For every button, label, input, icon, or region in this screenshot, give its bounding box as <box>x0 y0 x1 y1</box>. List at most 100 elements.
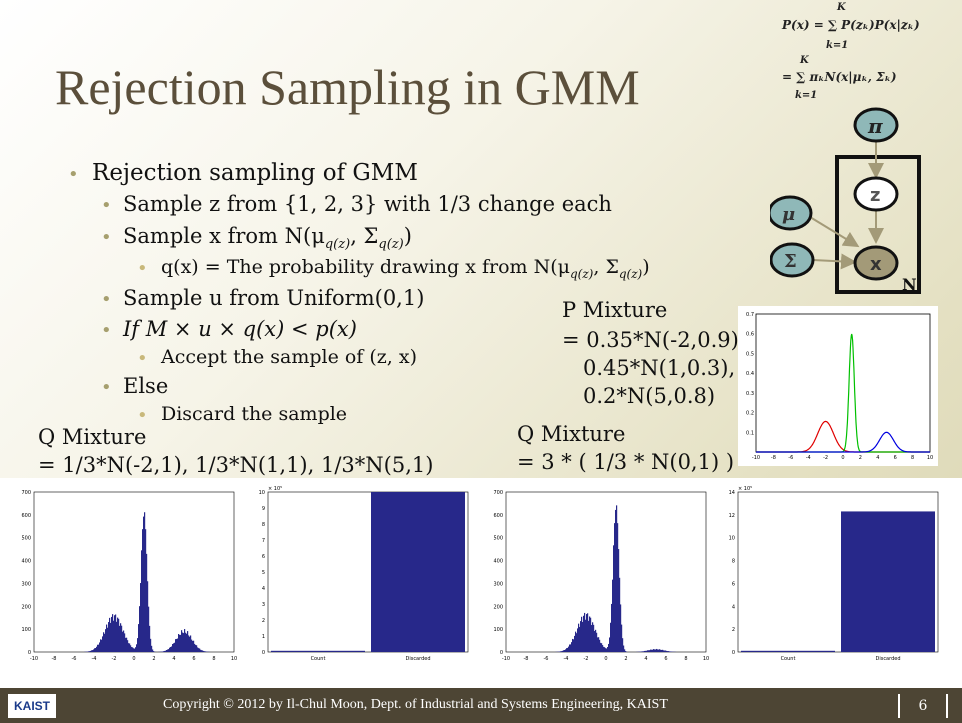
histogram-bar <box>173 643 175 652</box>
plot-frame <box>505 491 707 653</box>
y-tick-label: 0 <box>262 650 265 656</box>
formula-top: P(x) = ∑ P(zₖ)P(x|zₖ) <box>782 18 920 32</box>
histogram-bar <box>651 649 653 652</box>
histogram-bar <box>100 639 102 652</box>
histogram-bar <box>178 634 180 652</box>
bullet-dot: • <box>137 405 148 426</box>
histogram-bar <box>582 621 584 652</box>
y-tick-label: 300 <box>21 581 31 587</box>
histogram-bar <box>174 642 176 652</box>
histogram-bar <box>97 644 99 652</box>
histogram-bar <box>139 606 141 652</box>
histogram-bar <box>138 624 140 652</box>
histogram-bar <box>608 643 610 652</box>
histogram-bar <box>149 625 151 652</box>
histogram-bar <box>601 643 603 652</box>
p-mixture-line-2: 0.45*N(1,0.3), <box>583 356 736 380</box>
histogram-bar <box>123 630 125 652</box>
histogram-bar <box>104 633 106 652</box>
histogram-bar <box>186 633 188 652</box>
y-tick-label: 300 <box>493 581 503 587</box>
histogram-bar <box>133 648 135 652</box>
histogram-bar <box>620 604 622 652</box>
histogram-bar <box>625 651 627 652</box>
histogram-bar <box>621 624 623 652</box>
histogram-bar <box>145 529 147 652</box>
histogram-bar <box>623 645 625 652</box>
bullet-qx-mid: , Σ <box>593 256 619 278</box>
histogram-bar <box>127 640 129 652</box>
histogram-bar <box>667 651 669 652</box>
histogram-bar <box>146 553 148 652</box>
histogram-bar <box>112 614 114 652</box>
y-tick-label: 8 <box>732 559 735 565</box>
histogram-bar <box>576 633 578 652</box>
histogram-bar <box>187 631 189 652</box>
bullet-else: Else <box>123 374 169 398</box>
x-tick-label: 8 <box>212 656 215 662</box>
histogram-bar <box>98 644 100 652</box>
histogram-bar <box>647 650 649 652</box>
histogram-bar <box>595 629 597 652</box>
category-label: Count <box>781 656 796 662</box>
histogram-bar <box>607 647 609 652</box>
y-tick-label: 100 <box>21 627 31 633</box>
histogram-bar <box>165 650 167 652</box>
footer-copyright: Copyright © 2012 by Il-Chul Moon, Dept. … <box>163 697 668 712</box>
histogram-bar <box>171 646 173 652</box>
graphical-model: N π z x μ Σ <box>770 107 921 294</box>
y-tick-label: 5 <box>262 570 265 576</box>
histogram-bar <box>110 622 112 652</box>
histogram-bar <box>126 637 128 652</box>
histogram-bar <box>665 650 667 652</box>
x-tick-label: -2 <box>584 656 589 662</box>
histogram-bar <box>92 650 94 652</box>
category-label: Count <box>311 656 326 662</box>
histogram-bar <box>588 620 590 652</box>
formula-top-text: P(x) = ∑ P(zₖ)P(x|zₖ) <box>782 18 920 32</box>
bar-chart-left: × 10⁵ 0 1 2 3 4 5 6 7 8 9 10 Count Discarded <box>259 486 469 662</box>
histogram-bar <box>179 634 181 652</box>
bar-count <box>271 650 365 652</box>
histogram-bar <box>96 646 98 652</box>
node-pi-label: π <box>867 114 883 138</box>
y-tick-label: 12 <box>729 513 735 519</box>
histogram-bar <box>583 615 585 652</box>
y-tick-label: 0.4 <box>746 371 754 377</box>
histogram-bar <box>111 616 113 652</box>
histogram-bar <box>619 577 621 652</box>
bullet-discard: Discard the sample <box>161 403 348 425</box>
histogram-bar <box>568 646 570 652</box>
y-tick-label: 600 <box>493 513 503 519</box>
histogram-bar <box>204 651 206 652</box>
y-tick-label: 2 <box>732 627 735 633</box>
histogram-bar <box>170 647 172 652</box>
histogram-bar <box>661 649 663 652</box>
histogram-bar <box>581 616 583 652</box>
histogram-bar <box>191 639 193 652</box>
histogram-bar <box>166 650 168 652</box>
histogram-bar <box>95 648 97 652</box>
x-tick-label: 4 <box>876 455 879 461</box>
histogram-bar <box>115 614 117 652</box>
histogram-bar <box>599 639 601 652</box>
bullet-dot: • <box>101 320 112 341</box>
y-tick-label: 400 <box>493 559 503 565</box>
p-mixture-label: P Mixture <box>562 298 668 322</box>
histogram-bar <box>108 622 110 652</box>
y-tick-label: 8 <box>262 522 265 528</box>
sub-qz-4: q(z) <box>618 266 643 281</box>
histogram-bar <box>148 606 150 652</box>
histogram-bar <box>125 637 127 652</box>
histogram-bar <box>193 640 195 652</box>
x-tick-label: 0 <box>841 455 844 461</box>
histogram-bar <box>89 651 91 652</box>
histogram-bar <box>181 630 183 652</box>
y-tick-label: 500 <box>21 536 31 542</box>
histogram-bar <box>142 529 144 652</box>
histogram-bar <box>567 647 569 652</box>
x-tick-label: -6 <box>72 656 77 662</box>
q-mixture-right-label: Q Mixture <box>517 422 626 446</box>
x-tick-label: -8 <box>771 455 776 461</box>
node-mu-label: μ <box>782 204 795 225</box>
